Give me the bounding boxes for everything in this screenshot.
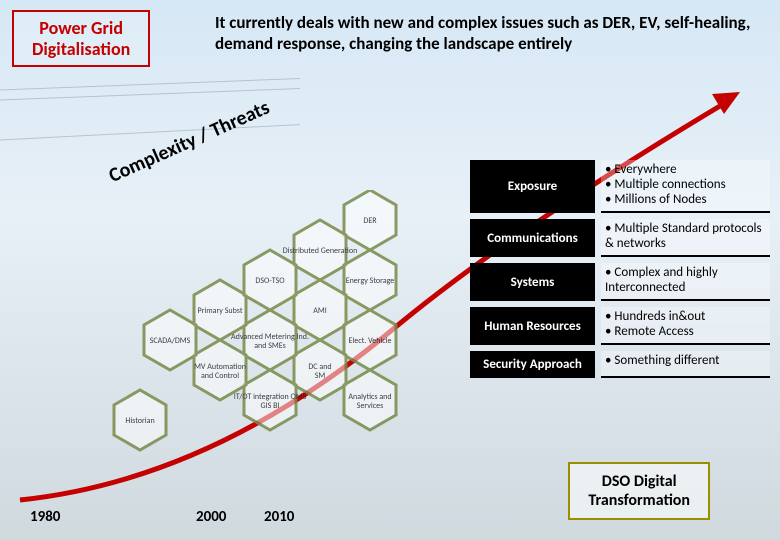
svg-text:Elect. Vehicle: Elect. Vehicle (349, 336, 392, 346)
row-head: Security Approach (470, 351, 595, 378)
row-item: Something different (605, 353, 766, 368)
table-row: Communications Multiple Standard protocol… (470, 219, 770, 257)
dso-line1: DSO Digital (588, 472, 690, 491)
subtitle-text: It currently deals with new and complex … (215, 12, 766, 55)
table-row: Security Approach Something different (470, 351, 770, 378)
svg-text:Primary Subst: Primary Subst (198, 306, 243, 316)
title-box: Power Grid Digitalisation (12, 10, 150, 67)
row-head: Human Resources (470, 307, 595, 345)
row-item: Hundreds in&out (605, 309, 766, 324)
timeline-year: 2000 (196, 508, 226, 526)
svg-text:SCADA/DMS: SCADA/DMS (150, 336, 191, 346)
svg-text:AMI: AMI (313, 306, 326, 316)
svg-text:Historian: Historian (125, 416, 154, 426)
row-head: Systems (470, 263, 595, 301)
timeline-year: 2010 (264, 508, 294, 526)
row-head: Exposure (470, 160, 595, 213)
svg-text:Energy Storage: Energy Storage (346, 276, 395, 286)
row-head: Communications (470, 219, 595, 257)
row-item: Everywhere (605, 162, 766, 177)
row-body: Multiple Standard protocols & networks (601, 219, 770, 257)
diagonal-label: Complexity / Threats (105, 96, 273, 188)
row-body: Hundreds in&outRemote Access (601, 307, 770, 345)
title-line1: Power Grid (32, 18, 130, 39)
svg-text:DSO-TSO: DSO-TSO (255, 276, 285, 286)
row-body: EverywhereMultiple connectionsMillions o… (601, 160, 770, 213)
row-item: Complex and highly Interconnected (605, 265, 766, 295)
title-line2: Digitalisation (32, 39, 130, 60)
row-item: Multiple Standard protocols & networks (605, 221, 766, 251)
hex-honeycomb: DER Distributed Generation Energy Storage A… (80, 190, 450, 480)
svg-text:Distributed Generation: Distributed Generation (283, 246, 358, 256)
svg-text:DER: DER (363, 216, 377, 226)
row-item: Millions of Nodes (605, 192, 766, 207)
table-row: Systems Complex and highly Interconnected (470, 263, 770, 301)
table-row: Human ResourcesHundreds in&outRemote Acc… (470, 307, 770, 345)
right-info-table: ExposureEverywhereMultiple connectionsMi… (470, 160, 770, 384)
table-row: ExposureEverywhereMultiple connectionsMi… (470, 160, 770, 213)
dso-line2: Transformation (588, 491, 690, 510)
row-item: Remote Access (605, 324, 766, 339)
timeline-year: 1980 (30, 508, 60, 526)
svg-text:MV Automationand Control: MV Automationand Control (194, 362, 246, 381)
row-body: Complex and highly Interconnected (601, 263, 770, 301)
row-body: Something different (601, 351, 770, 378)
row-item: Multiple connections (605, 177, 766, 192)
dso-transformation-box: DSO Digital Transformation (568, 462, 710, 520)
